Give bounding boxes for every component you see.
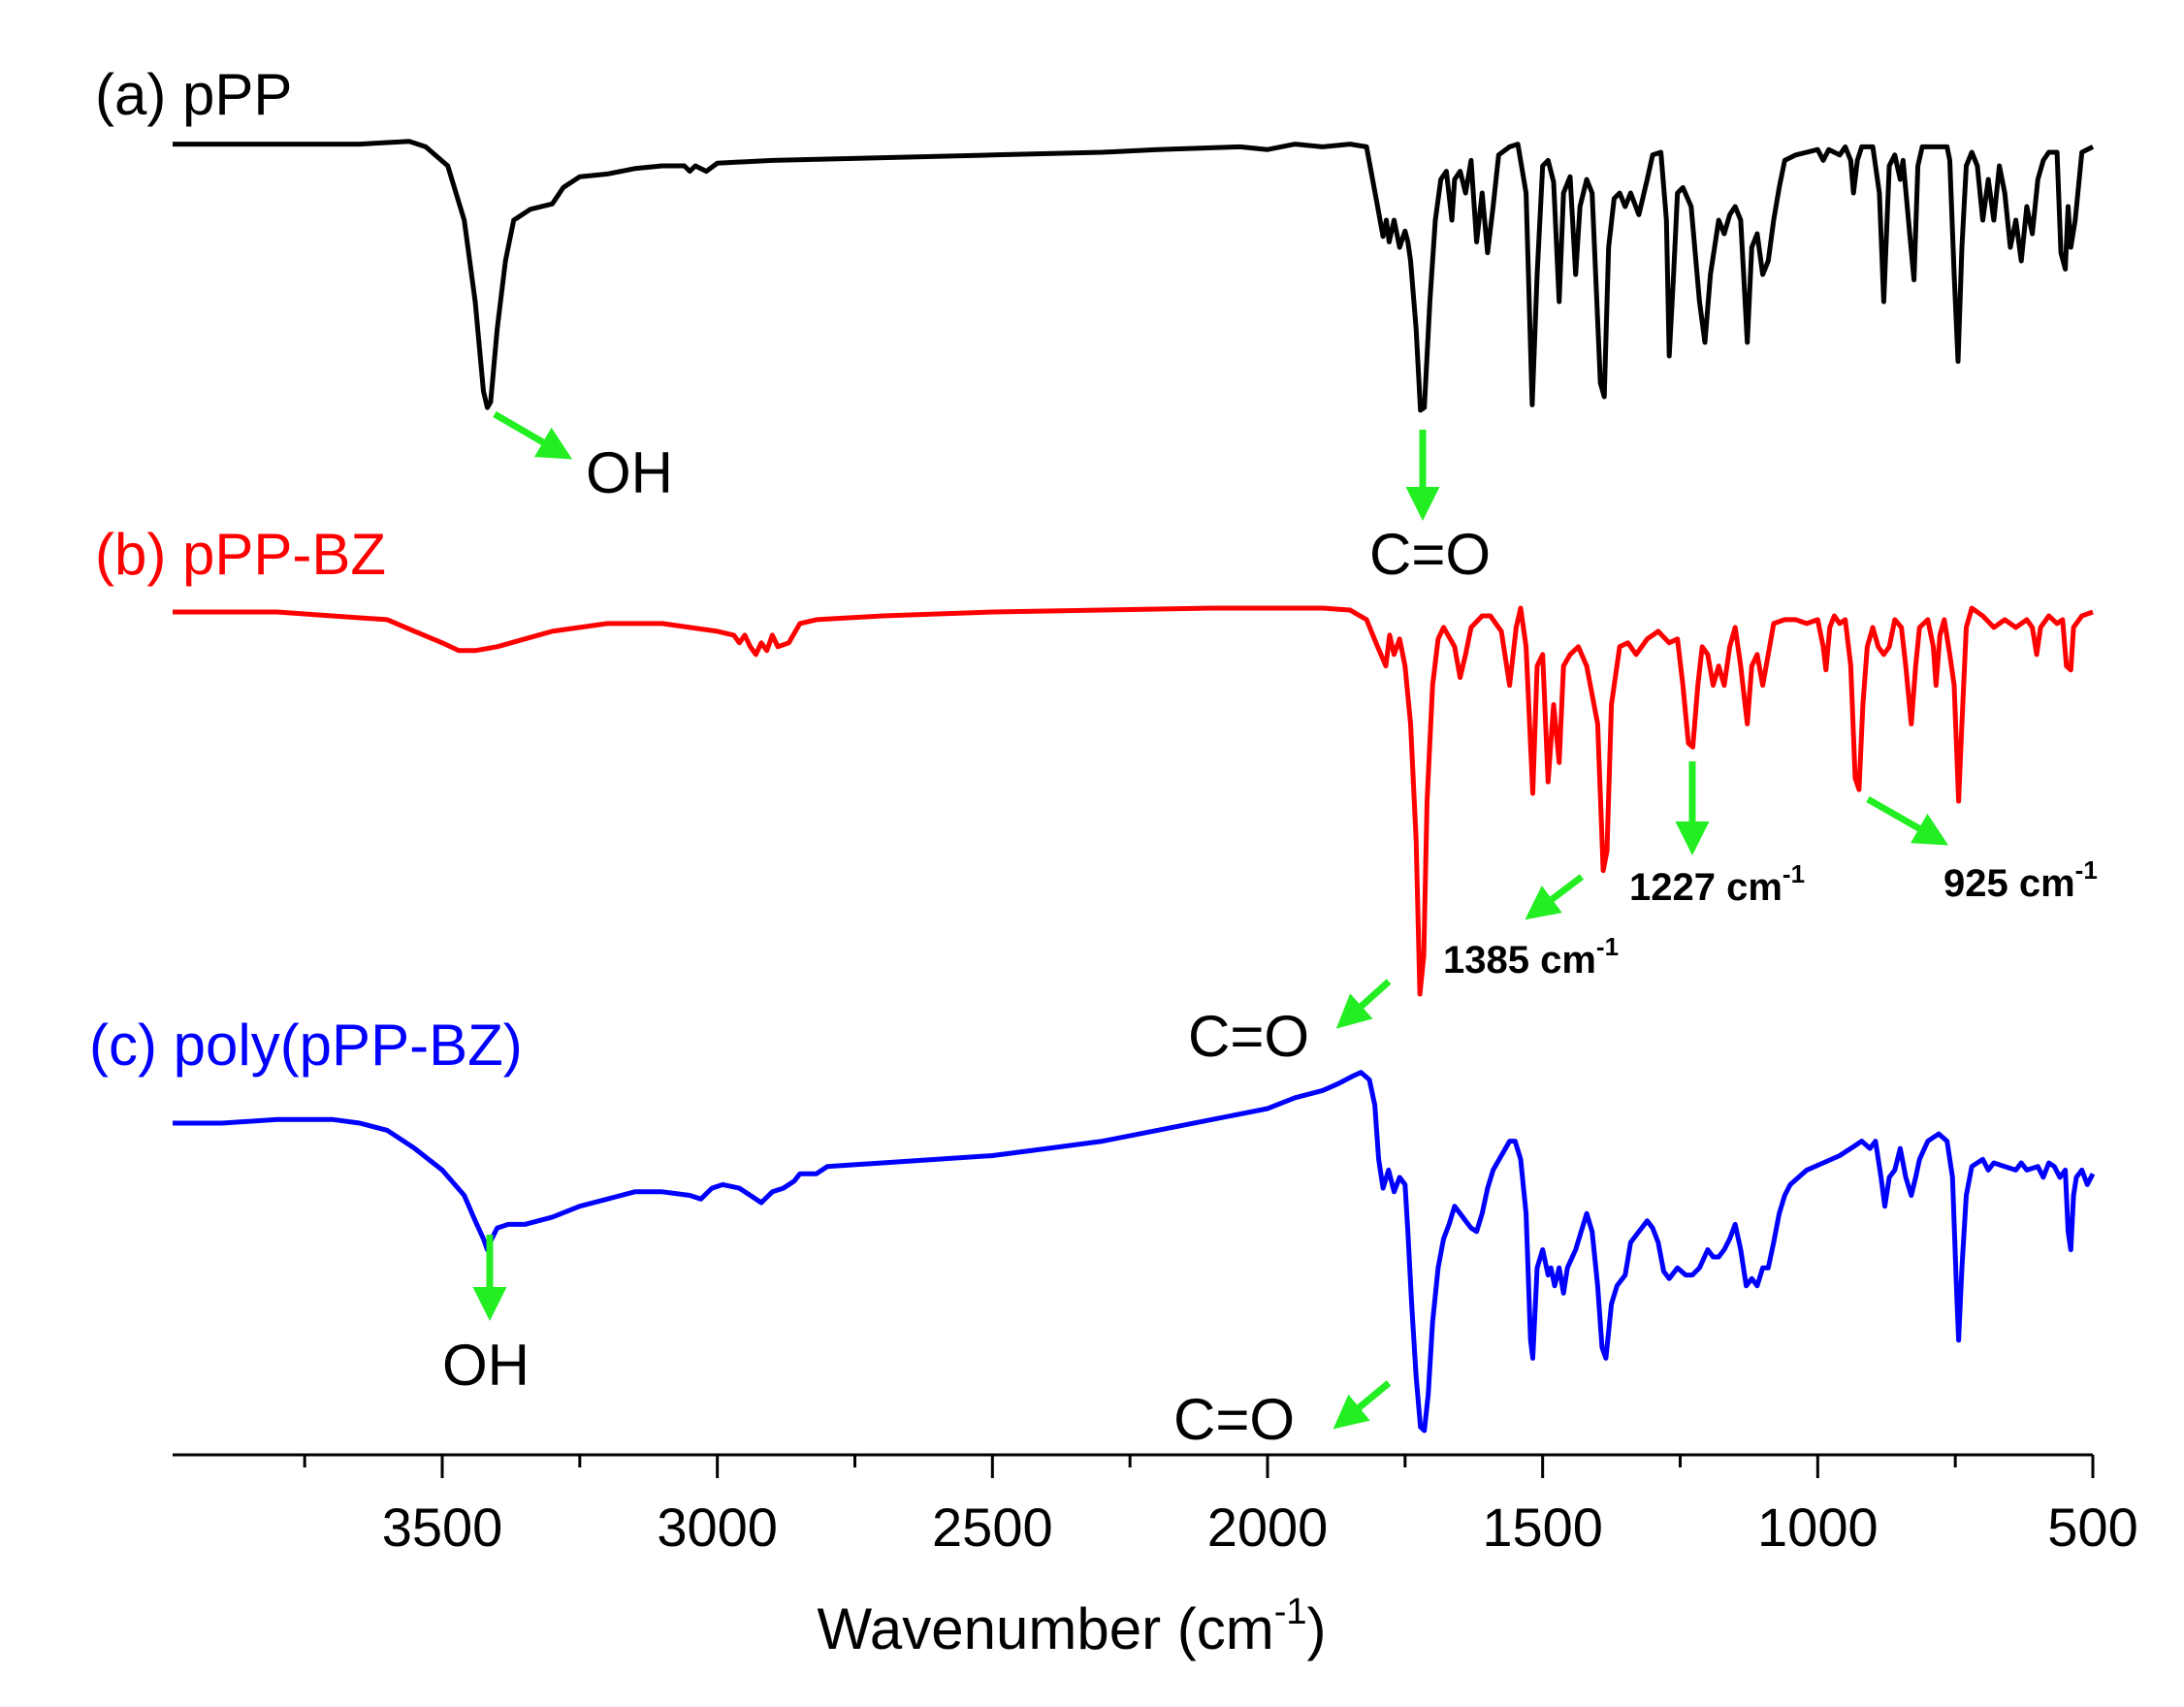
x-axis: 3500 3000 2500 2000 1500 1000 500 <box>173 1453 2138 1558</box>
annotation-b-1227-sup: -1 <box>1783 859 1805 888</box>
annotation-b-925-text: 925 cm <box>1943 862 2075 905</box>
annotation-a-co: C=O <box>1369 522 1491 587</box>
x-tick-label-1000: 1000 <box>1757 1497 1879 1558</box>
x-tick-label-2000: 2000 <box>1207 1497 1329 1558</box>
x-tick-label-3500: 3500 <box>382 1497 503 1558</box>
series-label-c: (c) poly(pPP-BZ) <box>89 1013 523 1078</box>
spectrum-line-a <box>173 139 2095 413</box>
annotation-b-1227-text: 1227 cm <box>1629 866 1783 909</box>
annotation-b-1385: 1385 cm-1 <box>1443 932 1619 982</box>
arrow-b-1385 <box>1525 874 1585 920</box>
annotation-c-oh: OH <box>442 1333 530 1398</box>
series-label-b: (b) pPP-BZ <box>95 522 386 587</box>
annotation-b-925-sup: -1 <box>2075 855 2098 885</box>
x-axis-title-sup: -1 <box>1274 1592 1307 1632</box>
x-tick-label-2500: 2500 <box>932 1497 1053 1558</box>
annotation-b-1385-text: 1385 cm <box>1443 939 1596 982</box>
x-tick-label-3000: 3000 <box>657 1497 778 1558</box>
x-axis-title: Wavenumber (cm-1) <box>818 1592 1327 1661</box>
annotation-b-co: C=O <box>1188 1004 1309 1069</box>
x-tick-label-1500: 1500 <box>1482 1497 1603 1558</box>
spectrum-line-b <box>173 605 2094 997</box>
arrow-b-925 <box>1866 795 1949 846</box>
x-tick-label-500: 500 <box>2047 1497 2137 1558</box>
annotation-c-co: C=O <box>1173 1387 1295 1452</box>
arrow-b-co <box>1335 979 1392 1029</box>
arrow-a-oh <box>493 410 573 460</box>
x-axis-title-main: Wavenumber (cm <box>818 1596 1274 1661</box>
x-ticks: 3500 3000 2500 2000 1500 1000 500 <box>303 1455 2138 1558</box>
arrow-c-co <box>1333 1380 1392 1430</box>
annotation-a-oh: OH <box>586 440 673 505</box>
series-label-a: (a) pPP <box>95 62 292 127</box>
x-axis-title-close: ) <box>1307 1596 1327 1661</box>
annotation-b-925: 925 cm-1 <box>1943 855 2098 905</box>
annotation-b-1227: 1227 cm-1 <box>1629 859 1805 909</box>
annotation-b-1385-sup: -1 <box>1596 932 1619 961</box>
spectrum-line-c <box>173 1070 2096 1433</box>
